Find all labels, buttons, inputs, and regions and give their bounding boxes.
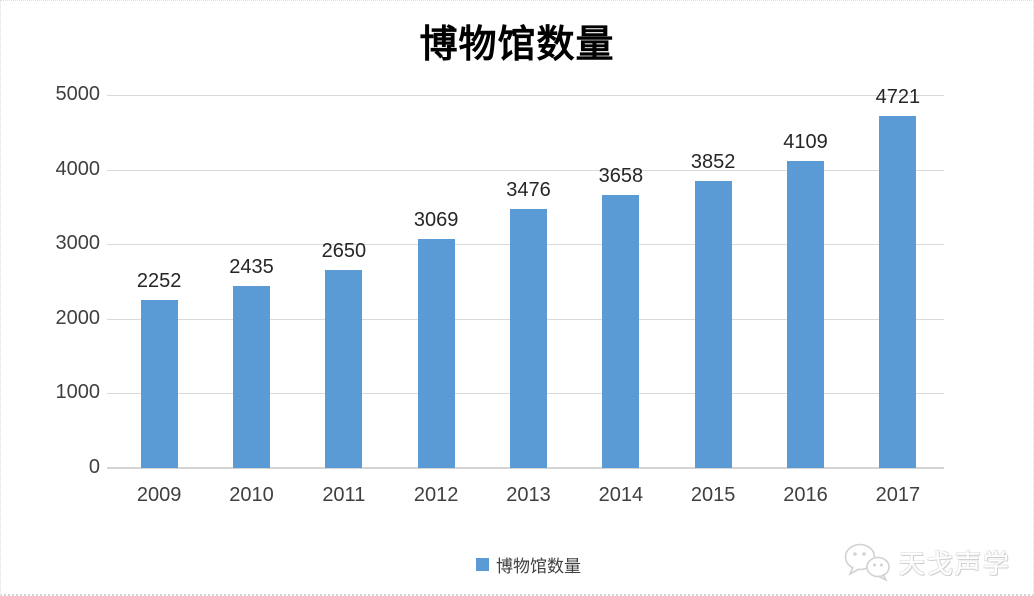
bar-value-label: 3476 — [506, 178, 551, 201]
y-tick-label: 5000 — [55, 83, 101, 105]
x-tick-label: 2014 — [598, 484, 644, 506]
y-tick-label: 0 — [88, 456, 100, 478]
x-tick-label: 2015 — [690, 484, 736, 506]
bar-value-label: 2252 — [136, 270, 182, 293]
legend-label: 博物馆数量 — [496, 557, 581, 576]
bar-value-label: 2435 — [229, 256, 274, 279]
bar-value-label: 2650 — [321, 240, 367, 263]
y-tick-label: 3000 — [55, 232, 101, 255]
legend: 博物馆数量 — [113, 552, 944, 577]
bar-value-label: 4109 — [783, 131, 828, 154]
watermark: 天戈声学 — [843, 542, 1011, 582]
gridline — [107, 169, 944, 171]
y-tick-label: 1000 — [55, 381, 101, 404]
bar-2015 — [694, 180, 732, 468]
bar-2014 — [602, 195, 640, 468]
bar-value-label: 3852 — [690, 150, 736, 173]
y-tick-label: 4000 — [55, 157, 101, 180]
x-axis-line — [107, 467, 944, 469]
watermark-text: 天戈声学 — [898, 548, 1011, 579]
bar-2009 — [140, 300, 178, 468]
gridline — [107, 95, 944, 96]
x-tick-label: 2009 — [136, 484, 182, 506]
x-tick-label: 2012 — [413, 484, 459, 506]
legend-swatch — [476, 558, 489, 571]
bar-value-label: 3069 — [413, 209, 459, 232]
x-tick-label: 2017 — [875, 484, 921, 506]
bar-2013 — [510, 208, 547, 468]
x-tick-label: 2016 — [783, 484, 828, 506]
y-tick-label: 2000 — [55, 306, 101, 329]
bar-2017 — [879, 115, 917, 468]
bar-2010 — [233, 286, 270, 468]
wechat-icon — [844, 543, 890, 582]
bar-2012 — [417, 239, 455, 468]
x-tick-label: 2011 — [322, 484, 366, 506]
x-tick-label: 2010 — [229, 484, 274, 506]
bar-value-label: 4721 — [875, 85, 921, 108]
x-tick-label: 2013 — [506, 484, 551, 506]
bar-2016 — [787, 161, 824, 468]
bar-2011 — [325, 270, 363, 468]
bar-value-label: 3658 — [598, 165, 644, 188]
chart-title: 博物馆数量 — [419, 21, 615, 66]
plot-area: 2252 2435 2650 3069 3476 3658 3852 4109 4721 — [107, 86, 944, 469]
